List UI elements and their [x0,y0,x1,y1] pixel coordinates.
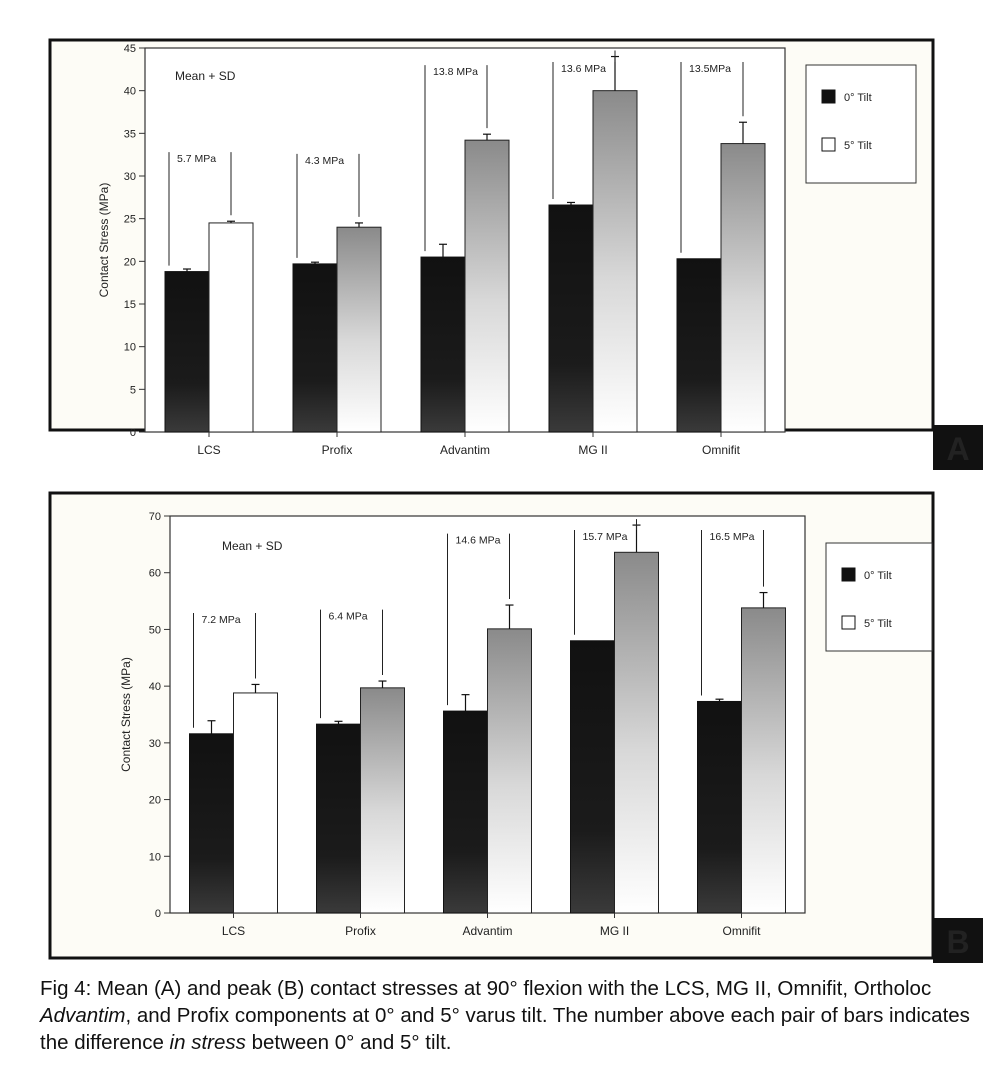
y-axis-label: Contact Stress (MPa) [119,657,133,772]
bar-0-tilt [316,723,361,914]
category-label: MG II [600,924,629,938]
bar-0-tilt [443,710,488,914]
panel-letter-box [933,425,983,470]
difference-label: 15.7 MPa [583,531,628,543]
y-tick-label: 40 [124,86,136,98]
difference-label: 5.7 MPa [177,153,216,165]
difference-label: 13.8 MPa [433,66,478,78]
y-tick-label: 0 [155,908,161,920]
difference-label: 13.6 MPa [561,63,606,75]
y-tick-label: 40 [149,681,161,693]
difference-label: 13.5MPa [689,63,731,75]
panel-letter: A [946,431,969,467]
bar-0-tilt [548,204,594,433]
difference-label: 14.6 MPa [456,535,501,547]
difference-label: 6.4 MPa [329,611,368,623]
y-tick-label: 15 [124,299,136,311]
panel-letter-box [933,918,983,963]
legend-swatch-5-tilt [841,615,856,630]
y-tick-label: 20 [124,256,136,268]
mean-sd-annotation: Mean + SD [175,69,236,83]
legend-label-0-tilt: 0° Tilt [864,570,892,582]
bar-0-tilt [697,700,742,914]
bar-5-tilt [720,143,766,433]
chart-panel-b: 0 10 20 30 40 50 60 70 Contact Stress (MPa) Mean … [48,491,983,963]
category-label: LCS [222,924,245,938]
caption-text-3: between 0° and 5° tilt. [245,1031,452,1054]
category-label: Profix [322,443,353,457]
legend-box [825,542,933,652]
legend-box [805,64,917,184]
panel-letter: B [946,924,969,960]
bar-5-tilt [360,687,405,914]
y-tick-label: 60 [149,568,161,580]
bar-0-tilt [164,271,210,433]
chart-panel-a: 0 5 10 15 20 25 30 35 40 45 Contact Stress (MPa) Me… [48,38,983,470]
caption-italic-2: in stress [169,1031,246,1054]
bar-0-tilt [570,640,615,914]
figure-caption: Fig 4: Mean (A) and peak (B) contact str… [40,975,985,1056]
category-label: Profix [345,924,376,938]
y-tick-label: 20 [149,795,161,807]
category-label: MG II [578,443,607,457]
bar-5-tilt [614,551,659,914]
y-tick-label: 50 [149,624,161,636]
y-tick-label: 25 [124,214,136,226]
category-label: Advantim [440,443,490,457]
bar-5-tilt [208,222,254,433]
legend-swatch-0-tilt [821,89,836,104]
legend-label-0-tilt: 0° Tilt [844,92,872,104]
legend-swatch-0-tilt [841,567,856,582]
bar-5-tilt [233,692,278,914]
difference-label: 4.3 MPa [305,155,344,167]
bar-5-tilt [336,226,382,433]
legend-swatch-5-tilt [821,137,836,152]
caption-text-1: Fig 4: Mean (A) and peak (B) contact str… [40,977,932,1000]
bar-5-tilt [464,139,510,433]
category-label: Advantim [462,924,512,938]
bar-0-tilt [676,258,722,433]
category-label: Omnifit [702,443,741,457]
y-tick-label: 10 [124,342,136,354]
difference-label: 16.5 MPa [710,531,755,543]
caption-italic-1: Advantim [40,1004,126,1027]
y-tick-label: 10 [149,851,161,863]
bar-0-tilt [292,263,338,433]
bar-5-tilt [741,607,786,914]
y-tick-label: 30 [149,738,161,750]
y-tick-label: 5 [130,384,136,396]
y-axis-label: Contact Stress (MPa) [97,183,111,298]
category-label: LCS [197,443,220,457]
caption-text-2: , and Profix components at 0° and 5° var… [40,1004,970,1054]
category-label: Omnifit [722,924,761,938]
y-tick-label: 0 [130,427,136,439]
y-tick-label: 35 [124,128,136,140]
bar-5-tilt [592,90,638,433]
legend-label-5-tilt: 5° Tilt [844,140,872,152]
y-tick-label: 45 [124,43,136,55]
bar-5-tilt [487,628,532,914]
y-tick-label: 70 [149,511,161,523]
y-tick-label: 30 [124,171,136,183]
bar-0-tilt [420,256,466,433]
legend-label-5-tilt: 5° Tilt [864,618,892,630]
difference-label: 7.2 MPa [202,614,241,626]
bar-0-tilt [189,733,234,914]
mean-sd-annotation: Mean + SD [222,539,283,553]
